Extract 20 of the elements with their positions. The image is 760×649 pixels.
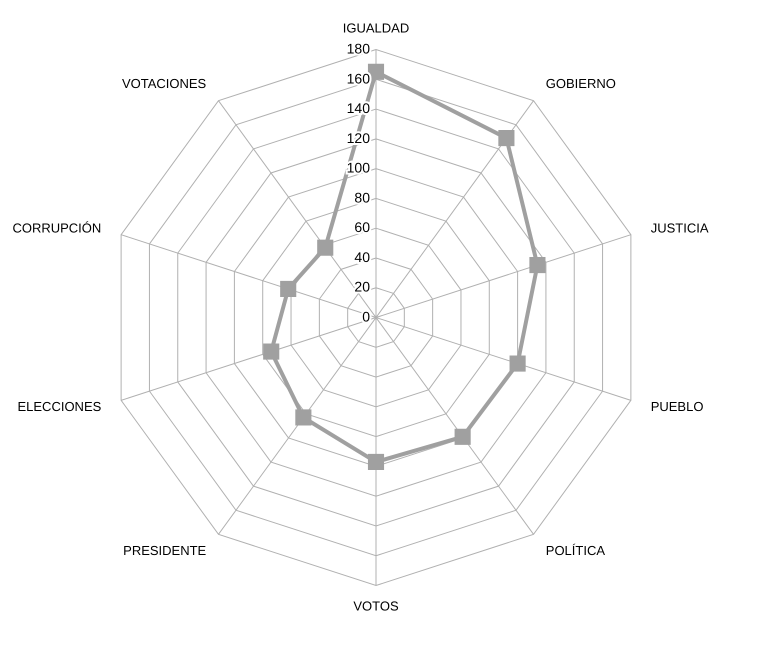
y-tick-label: 40 [354, 248, 370, 265]
spoke-label: VOTOS [353, 598, 399, 614]
y-tick-label: 100 [346, 160, 370, 176]
spoke-label: JUSTICIA [650, 220, 709, 236]
spoke-label: IGUALDAD [342, 20, 410, 36]
spoke-label: ELECCIONES [17, 398, 102, 414]
y-tick-label: 20 [354, 278, 370, 295]
spoke-label: CORRUPCIÓN [12, 220, 102, 236]
spoke-label: POLÍTICA [546, 543, 606, 558]
y-tick-label: 120 [346, 130, 370, 146]
y-tick-label: 0 [362, 308, 370, 325]
y-tick-label: 180 [346, 40, 370, 57]
spoke-label: PRESIDENTE [123, 543, 207, 558]
y-tick-label: 140 [346, 100, 370, 116]
y-tick-label: 80 [354, 189, 370, 206]
spoke-label: VOTACIONES [122, 76, 207, 91]
spoke-label: PUEBLO [650, 398, 704, 414]
y-tick-label: 60 [354, 219, 370, 236]
y-tick-label: 160 [346, 70, 370, 86]
spoke-label: GOBIERNO [546, 76, 616, 91]
